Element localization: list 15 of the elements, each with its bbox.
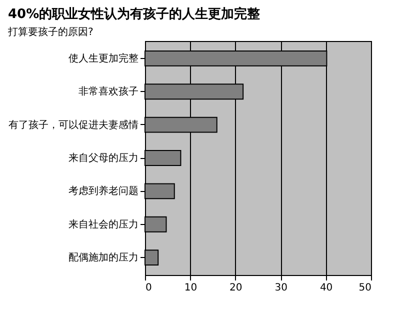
- x-tick-label: 20: [230, 282, 242, 294]
- y-tick-label: 来自父母的压力: [68, 152, 138, 164]
- x-tick-label: 10: [184, 282, 198, 294]
- y-tick-label: 考虑到养老问题: [68, 185, 138, 198]
- y-tick-label: 非常喜欢孩子: [78, 86, 138, 98]
- y-tick-label: 来自社会的压力: [68, 218, 138, 230]
- text: 打算要孩子的原因?: [7, 26, 94, 38]
- y-tick-label: 配偶施加的压力: [68, 252, 138, 264]
- y-tick-label: 使人生更加完整: [68, 52, 138, 64]
- x-tick-label: 40: [320, 282, 333, 294]
- x-tick-label: 30: [274, 282, 288, 294]
- y-tick-label: 有了孩子，可以促进夫妻感情: [8, 118, 138, 131]
- x-tick-label: 50: [358, 282, 372, 294]
- chart-title: 40%的职业女性认为有孩子的人生更加完整: [8, 6, 262, 22]
- x-tick-label: 0: [146, 282, 152, 294]
